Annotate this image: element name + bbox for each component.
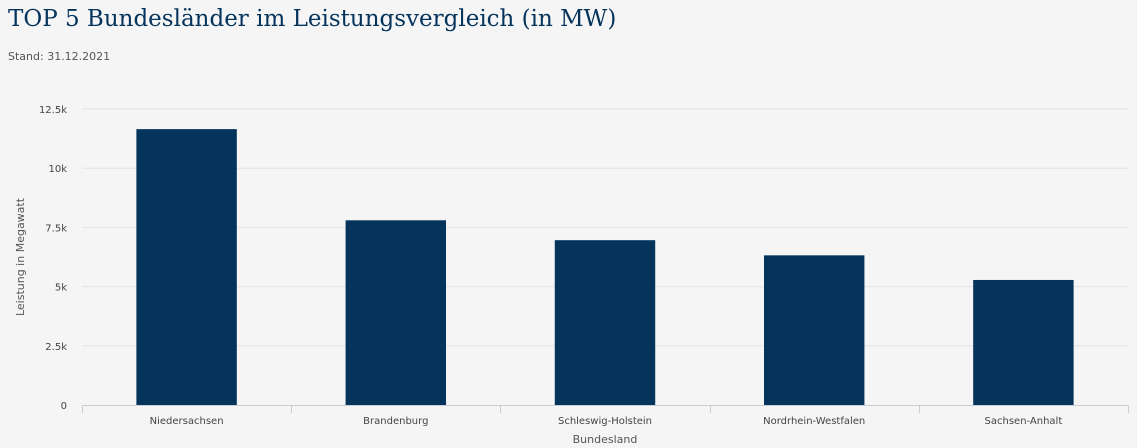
x-tick-label: Niedersachsen <box>150 416 224 427</box>
bar[interactable] <box>136 129 237 406</box>
y-tick-label: 2.5k <box>45 342 67 353</box>
chart-title: TOP 5 Bundesländer im Leistungsvergleich… <box>8 6 617 32</box>
bar[interactable] <box>345 220 447 405</box>
y-tick-label: 10k <box>48 164 67 175</box>
x-tick-label: Brandenburg <box>363 416 428 427</box>
chart-subtitle: Stand: 31.12.2021 <box>8 50 111 63</box>
y-axis-ticks: 0 2.5k 5k 7.5k 10k 12.5k <box>39 105 67 412</box>
bar[interactable] <box>554 240 656 405</box>
x-tick-label: Sachsen-Anhalt <box>985 416 1063 427</box>
x-axis-title: Bundesland <box>573 433 638 446</box>
x-tick-label: Schleswig-Holstein <box>558 416 652 427</box>
y-tick-label: 5k <box>55 283 67 294</box>
x-tick-label: Nordrhein-Westfalen <box>763 416 865 427</box>
y-tick-label: 7.5k <box>45 223 67 234</box>
y-axis-title: Leistung in Megawatt <box>14 197 27 316</box>
bars <box>136 129 1074 406</box>
x-axis: Niedersachsen Brandenburg Schleswig-Holste… <box>82 405 1129 427</box>
y-tick-label: 12.5k <box>39 105 67 116</box>
bar[interactable] <box>973 279 1074 405</box>
y-tick-label: 0 <box>61 401 67 412</box>
bar[interactable] <box>763 255 865 405</box>
